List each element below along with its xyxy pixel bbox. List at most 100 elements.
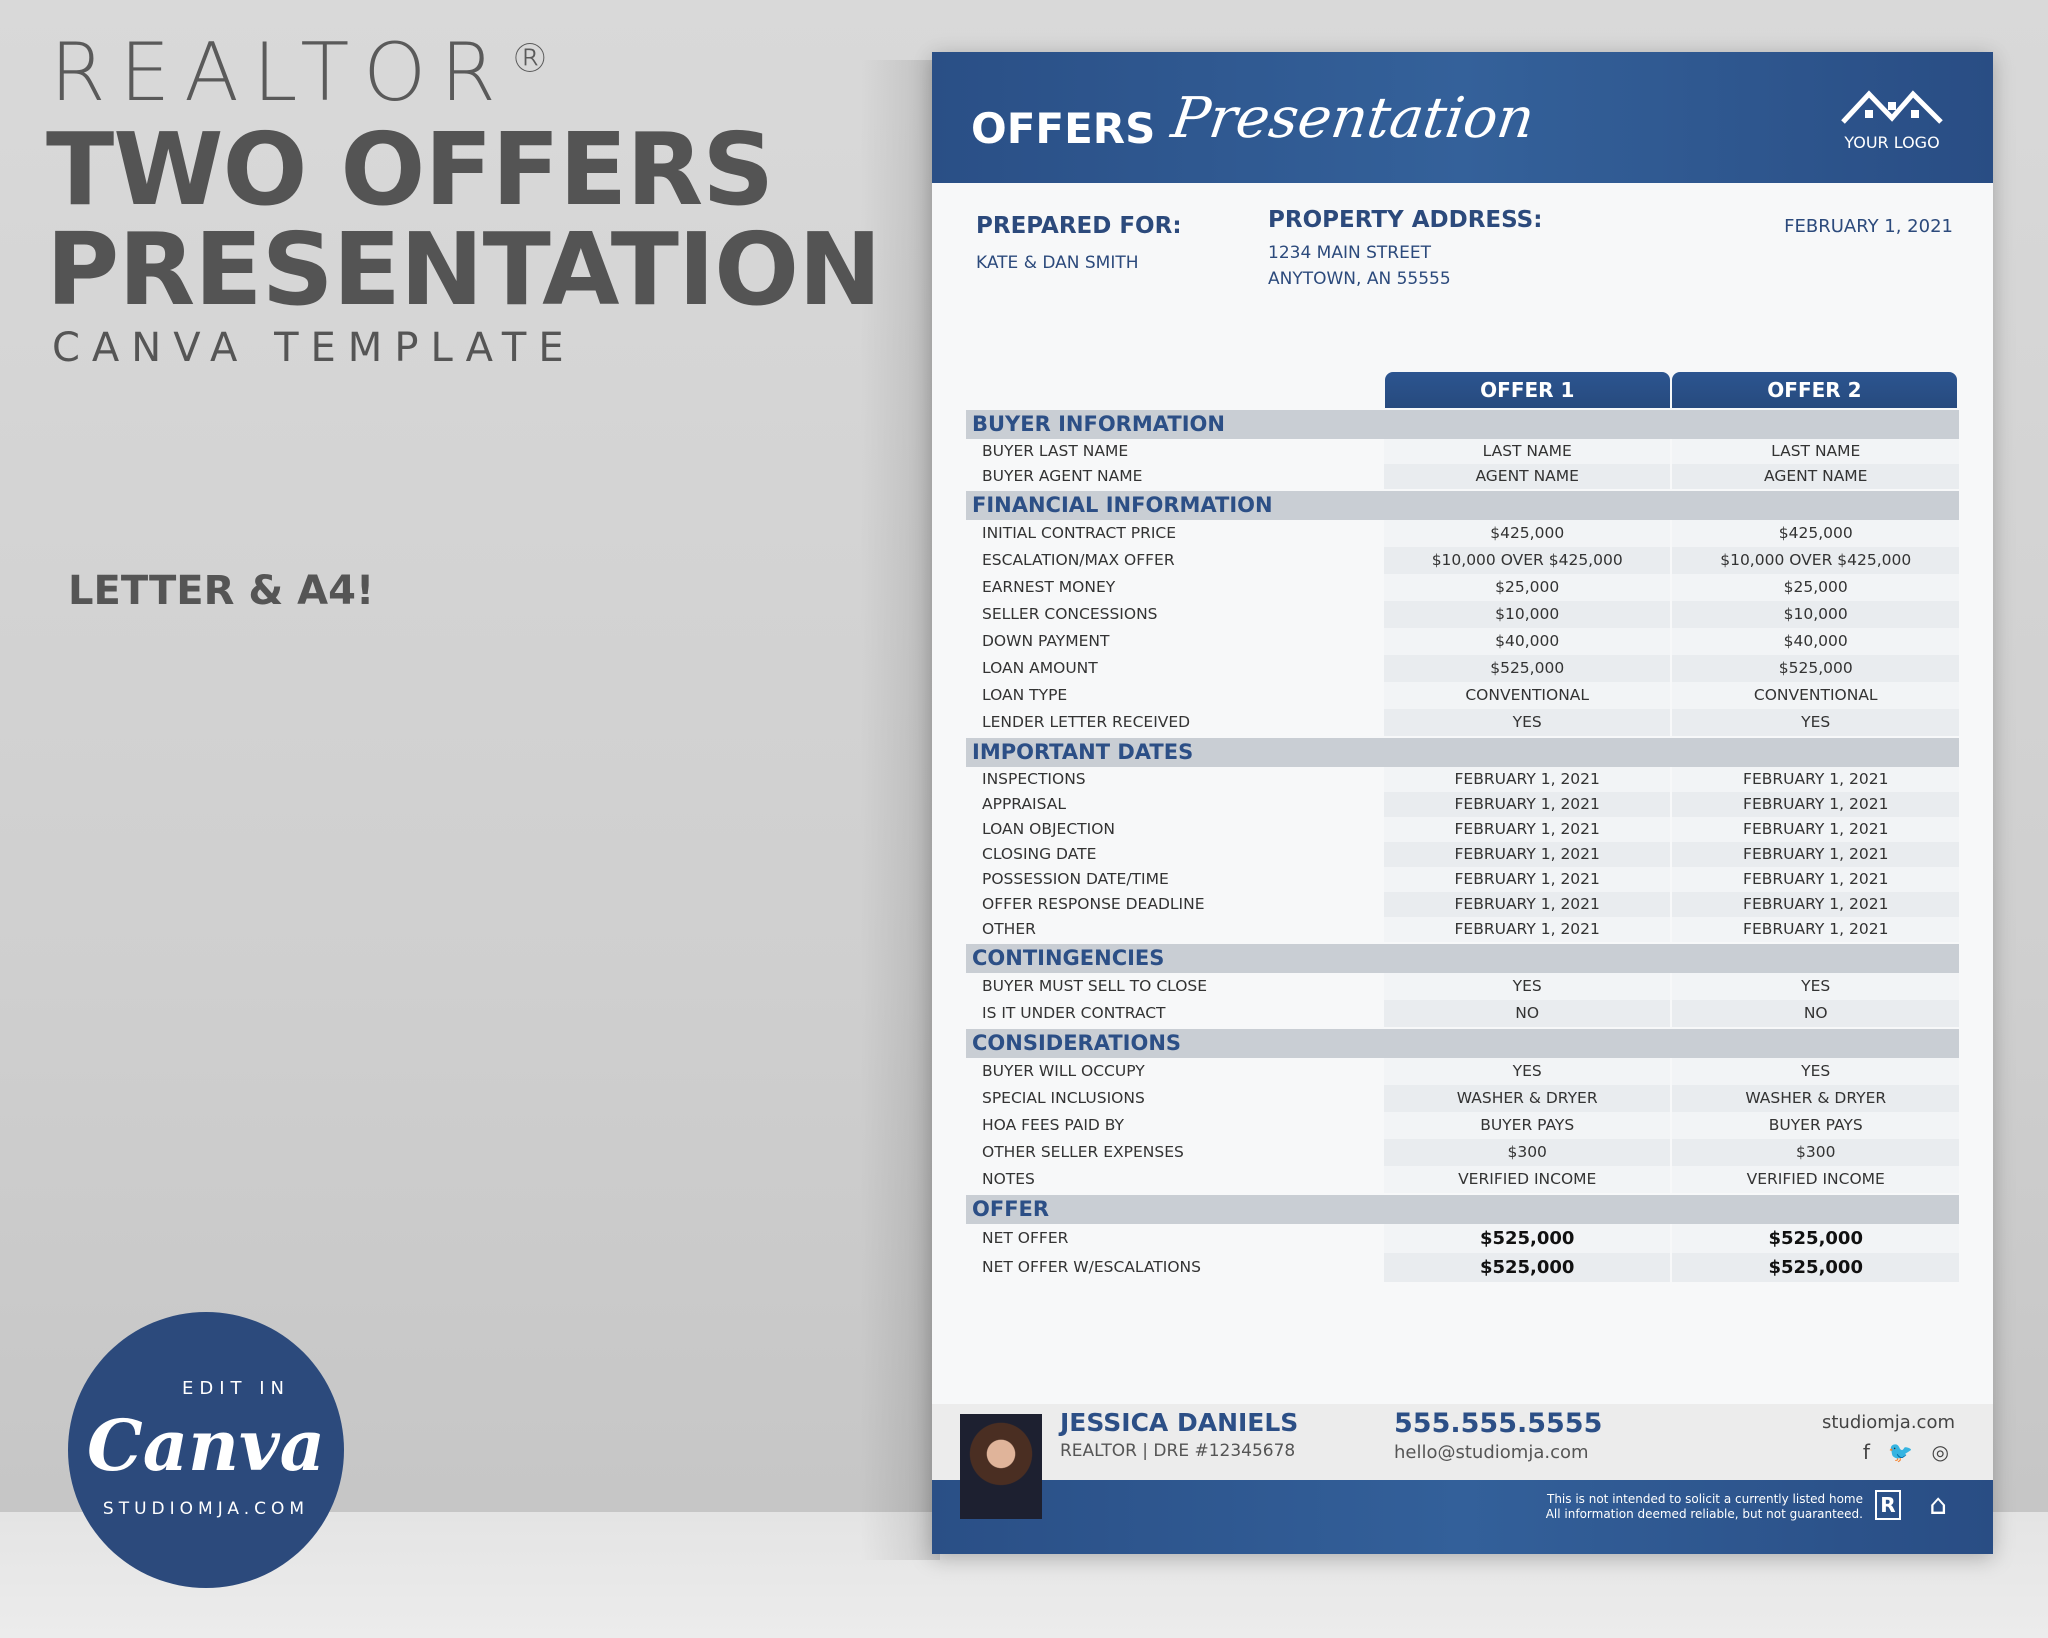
offer-2-value: FEBRUARY 1, 2021 [1672,917,1959,942]
table-row: ESCALATION/MAX OFFER $10,000 OVER $425,00… [966,547,1959,574]
footer-bar [932,1480,1993,1554]
document-header: OFFERS Presentation YOUR LOGO [932,52,1993,183]
offer-1-value: LAST NAME [1383,439,1671,464]
badge-edit-in: EDIT IN [181,1378,291,1399]
offer-2-value: $40,000 [1672,628,1959,655]
offers-table: OFFER 1 OFFER 2 BUYER INFORMATION BUYER LA… [966,372,1959,1282]
section-header: BUYER INFORMATION [966,410,1959,439]
section-rows: BUYER LAST NAME LAST NAME LAST NAME BUYER A… [966,439,1959,489]
table-row: NET OFFER W/ESCALATIONS $525,000 $525,000 [966,1253,1959,1282]
offer-1-value: FEBRUARY 1, 2021 [1383,767,1671,792]
row-label: INSPECTIONS [982,770,1086,788]
agent-photo [960,1414,1042,1519]
agent-email: hello@studiomja.com [1394,1442,1589,1463]
offers-document: OFFERS Presentation YOUR LOGO PREPARED F… [932,52,1993,1554]
offer-1-value: VERIFIED INCOME [1383,1166,1671,1193]
address-line1: 1234 MAIN STREET [1268,243,1431,263]
row-label: LOAN AMOUNT [982,659,1098,677]
table-row: NET OFFER $525,000 $525,000 [966,1224,1959,1253]
offer-2-value: FEBRUARY 1, 2021 [1672,892,1959,917]
promo-realtor: REALTOR® [50,30,550,116]
row-label: INITIAL CONTRACT PRICE [982,524,1177,542]
social-icons: f 🐦 ◎ [1862,1440,1955,1464]
table-row: BUYER AGENT NAME AGENT NAME AGENT NAME [966,464,1959,489]
section-rows: BUYER MUST SELL TO CLOSE YES YES IS IT UNDE… [966,973,1959,1027]
header-title-bold: OFFERS [971,104,1156,153]
table-row: LOAN AMOUNT $525,000 $525,000 [966,655,1959,682]
offer-2-value: $525,000 [1672,1224,1959,1253]
logo: YOUR LOGO [1839,88,1945,153]
page-shadow [860,60,940,1560]
row-label: DOWN PAYMENT [982,632,1110,650]
table-row: POSSESSION DATE/TIME FEBRUARY 1, 2021 FEBR… [966,867,1959,892]
row-label: OTHER [982,920,1036,938]
row-label: LENDER LETTER RECEIVED [982,713,1191,731]
offer-1-value: WASHER & DRYER [1383,1085,1671,1112]
offer-1-value: $10,000 [1383,601,1671,628]
row-label: SELLER CONCESSIONS [982,605,1158,623]
section-rows: BUYER WILL OCCUPY YES YES SPECIAL INCLUSION… [966,1058,1959,1193]
section-rows: NET OFFER $525,000 $525,000 NET OFFER W/ESC… [966,1224,1959,1282]
table-row: OTHER SELLER EXPENSES $300 $300 [966,1139,1959,1166]
address-line2: ANYTOWN, AN 55555 [1268,269,1451,289]
promo-title: TWO OFFERS PRESENTATION [46,120,882,320]
disclaimer: This is not intended to solicit a curren… [1546,1492,1863,1522]
offer-1-value: YES [1383,973,1671,1000]
offer-2-value: NO [1672,1000,1959,1027]
table-row: DOWN PAYMENT $40,000 $40,000 [966,628,1959,655]
document-date: FEBRUARY 1, 2021 [1784,216,1953,237]
offer-2-value: $10,000 OVER $425,000 [1672,547,1959,574]
row-label: BUYER LAST NAME [982,442,1129,460]
offer-2-value: FEBRUARY 1, 2021 [1672,817,1959,842]
offer-1-value: AGENT NAME [1383,464,1671,489]
header-title-script: Presentation [1167,86,1539,151]
table-row: SELLER CONCESSIONS $10,000 $10,000 [966,601,1959,628]
offer-1-value: $25,000 [1383,574,1671,601]
offer-1-value: $425,000 [1383,520,1671,547]
realtor-icon: R [1875,1490,1901,1520]
offer-1-value: FEBRUARY 1, 2021 [1383,917,1671,942]
offer-1-value: $525,000 [1383,1253,1671,1282]
row-label: LOAN OBJECTION [982,820,1115,838]
disclaimer-line1: This is not intended to solicit a curren… [1546,1492,1863,1506]
property-address: PROPERTY ADDRESS: 1234 MAIN STREET ANYTOWN… [1268,206,1542,292]
table-row: LOAN TYPE CONVENTIONAL CONVENTIONAL [966,682,1959,709]
table-row: BUYER MUST SELL TO CLOSE YES YES [966,973,1959,1000]
logo-text: YOUR LOGO [1844,133,1940,152]
agent-name: JESSICA DANIELS [1060,1408,1299,1437]
badge-studio: STUDIOMJA.COM [102,1499,310,1519]
offer-1-value: FEBRUARY 1, 2021 [1383,892,1671,917]
offer-2-value: VERIFIED INCOME [1672,1166,1959,1193]
equal-housing-icon: ⌂ [1929,1488,1947,1521]
row-label: POSSESSION DATE/TIME [982,870,1169,888]
row-label: SPECIAL INCLUSIONS [982,1089,1145,1107]
table-row: LOAN OBJECTION FEBRUARY 1, 2021 FEBRUARY 1… [966,817,1959,842]
row-label: EARNEST MONEY [982,578,1116,596]
offer-2-value: WASHER & DRYER [1672,1085,1959,1112]
row-label: OTHER SELLER EXPENSES [982,1143,1184,1161]
row-label: BUYER AGENT NAME [982,467,1143,485]
section-header: CONSIDERATIONS [966,1029,1959,1058]
offer-2-value: YES [1672,709,1959,736]
offer-2-value: YES [1672,1058,1959,1085]
row-label: NOTES [982,1170,1035,1188]
canva-badge: EDIT IN Canva STUDIOMJA.COM [68,1312,344,1588]
agent-website: studiomja.com [1821,1412,1955,1433]
prepared-for-value: KATE & DAN SMITH [976,253,1139,273]
offer-2-value: $525,000 [1672,655,1959,682]
offer-1-value: FEBRUARY 1, 2021 [1383,867,1671,892]
section-header: FINANCIAL INFORMATION [966,491,1959,520]
prepared-for-label: PREPARED FOR: [976,213,1182,239]
section-header: OFFER [966,1195,1959,1224]
property-label: PROPERTY ADDRESS: [1268,207,1543,233]
row-label: CLOSING DATE [982,845,1097,863]
table-header: OFFER 1 OFFER 2 [966,372,1959,408]
prepared-for: PREPARED FOR: KATE & DAN SMITH [976,212,1182,274]
house-logo-icon [1841,90,1943,124]
table-row: APPRAISAL FEBRUARY 1, 2021 FEBRUARY 1, 202… [966,792,1959,817]
agent-role: REALTOR | DRE #12345678 [1060,1441,1296,1461]
offer-1-value: YES [1383,1058,1671,1085]
table-row: CLOSING DATE FEBRUARY 1, 2021 FEBRUARY 1, … [966,842,1959,867]
offer-1-value: CONVENTIONAL [1383,682,1671,709]
section-header: CONTINGENCIES [966,944,1959,973]
